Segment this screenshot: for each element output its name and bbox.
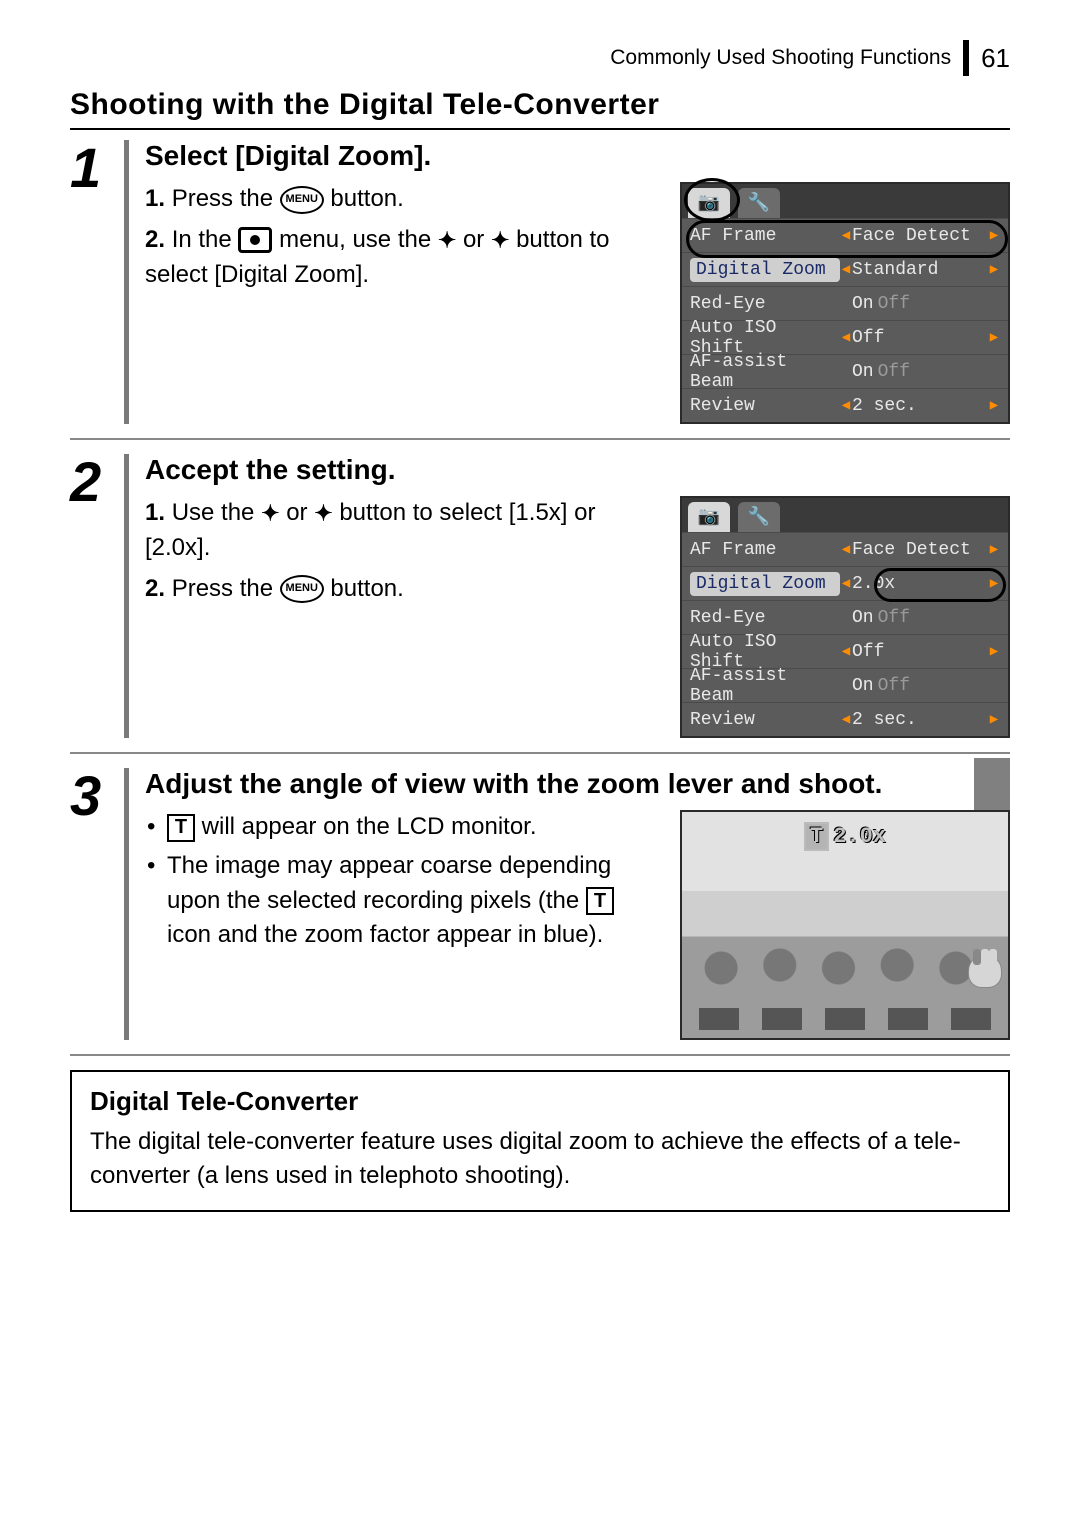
t-icon: T (586, 887, 614, 915)
lcd-sample-image: T 2.0x (680, 810, 1010, 1040)
info-title: Digital Tele-Converter (90, 1086, 990, 1117)
step-title: Select [Digital Zoom]. (145, 140, 1010, 172)
step3-bullet1: T will appear on the LCD monitor. (145, 810, 662, 845)
info-text: The digital tele-converter feature uses … (90, 1125, 990, 1192)
tools-tab-icon: 🔧 (738, 188, 780, 218)
step2-line2: 2. Press the MENU button. (145, 572, 662, 607)
step-number: 1 (70, 140, 124, 424)
left-arrow-icon: ✦ (261, 501, 279, 526)
up-arrow-icon: ✦ (438, 228, 456, 253)
step-2: 2 Accept the setting. 1. Use the ✦ or ✦ … (70, 454, 1010, 754)
step-title: Adjust the angle of view with the zoom l… (145, 768, 1010, 800)
step-divider (124, 768, 129, 1040)
step-1: 1 Select [Digital Zoom]. 1. Press the ME… (70, 140, 1010, 440)
menu-button-icon: MENU (280, 575, 324, 603)
camera-menu-screenshot-1: 📷 🔧 AF Frame◀Face Detect▶ Digital Zoom◀S… (680, 182, 1010, 424)
tools-tab-icon: 🔧 (738, 502, 780, 532)
info-box: Digital Tele-Converter The digital tele-… (70, 1070, 1010, 1212)
record-menu-icon (238, 227, 272, 253)
step-title: Accept the setting. (145, 454, 1010, 486)
lcd-overlay-text: T 2.0x (804, 822, 886, 851)
header-separator (963, 40, 969, 76)
t-icon: T (167, 814, 195, 842)
step3-bullet2: The image may appear coarse depending up… (145, 849, 662, 953)
page-number: 61 (981, 43, 1010, 74)
right-arrow-icon: ✦ (314, 501, 332, 526)
camera-tab-icon: 📷 (688, 502, 730, 532)
running-header: Commonly Used Shooting Functions 61 (70, 40, 1010, 76)
hand-icon (968, 954, 1002, 988)
down-arrow-icon: ✦ (491, 228, 509, 253)
section-title: Shooting with the Digital Tele-Converter (70, 88, 1010, 130)
step-divider (124, 454, 129, 738)
camera-menu-screenshot-2: 📷 🔧 AF Frame◀Face Detect▶ Digital Zoom◀2… (680, 496, 1010, 738)
menu-button-icon: MENU (280, 186, 324, 214)
step-3: 3 Adjust the angle of view with the zoom… (70, 768, 1010, 1056)
step2-line1: 1. Use the ✦ or ✦ button to select [1.5x… (145, 496, 662, 566)
step-number: 3 (70, 768, 124, 1040)
step-divider (124, 140, 129, 424)
step1-line1: 1. Press the MENU button. (145, 182, 662, 217)
camera-tab-icon: 📷 (688, 188, 730, 218)
step1-line2: 2. In the menu, use the ✦ or ✦ button to… (145, 223, 662, 293)
running-text: Commonly Used Shooting Functions (610, 46, 951, 70)
step-number: 2 (70, 454, 124, 738)
